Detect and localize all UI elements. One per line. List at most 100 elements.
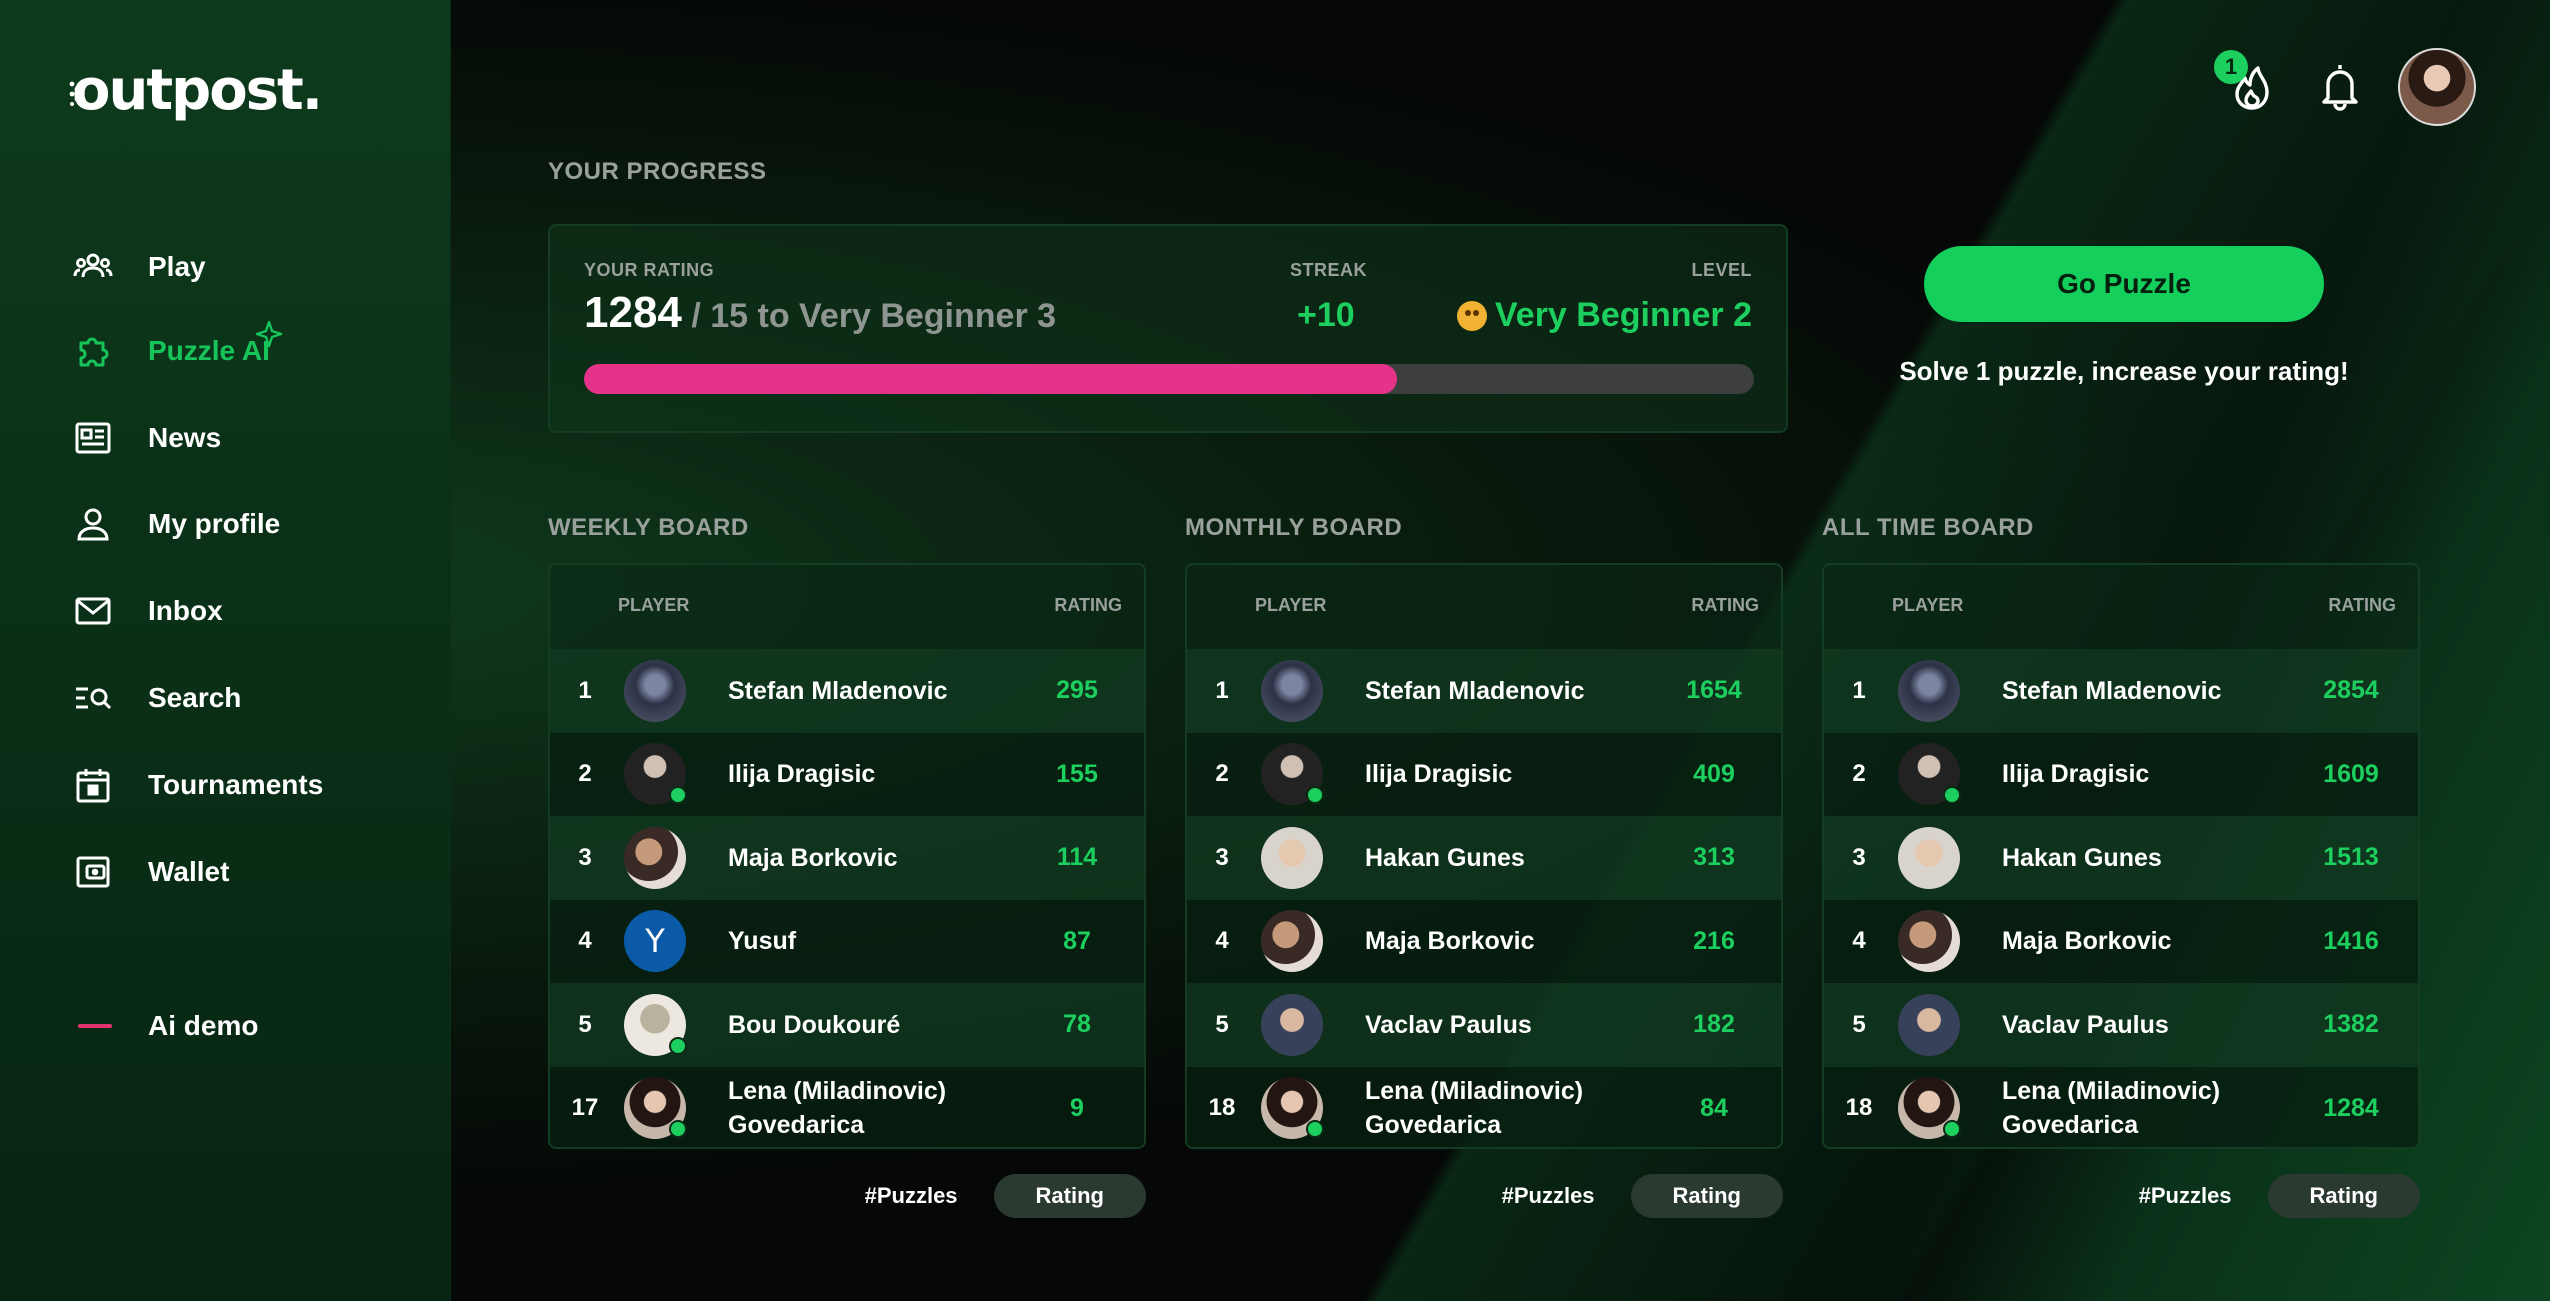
player-name[interactable]: Stefan Mladenovic (1365, 676, 1585, 705)
player-avatar[interactable] (1898, 743, 1961, 806)
player-name[interactable]: Vaclav Paulus (2002, 1010, 2169, 1039)
player-avatar[interactable] (624, 659, 686, 722)
player-avatar[interactable] (624, 1077, 687, 1140)
tab-rating[interactable]: Rating (1630, 1174, 1783, 1218)
rank-number: 4 (1852, 927, 1866, 955)
player-avatar[interactable] (1898, 826, 1960, 889)
table-row[interactable]: 5 Vaclav Paulus 182 (1187, 983, 1781, 1067)
player-avatar[interactable] (1898, 993, 1960, 1056)
player-name[interactable]: Vaclav Paulus (1365, 1010, 1532, 1039)
sidebar-item-play[interactable]: Play (72, 237, 206, 297)
table-row[interactable]: 2 Ilija Dragisic 155 (550, 732, 1144, 816)
board-title: ALL TIME BOARD (1822, 514, 2034, 541)
table-row[interactable]: 1 Stefan Mladenovic 295 (550, 649, 1144, 733)
player-avatar[interactable] (1898, 659, 1960, 722)
player-rating: 84 (1700, 1093, 1728, 1122)
sidebar-item-ai-demo[interactable]: Ai demo (72, 996, 258, 1056)
player-avatar[interactable] (1261, 743, 1324, 806)
player-rating: 1284 (2323, 1093, 2379, 1122)
table-row[interactable]: 18 Lena (Miladinovic) Govedarica 84 (1187, 1066, 1781, 1147)
sidebar-item-label: Inbox (148, 595, 223, 626)
sidebar-item-inbox[interactable]: Inbox (72, 581, 223, 641)
tab-rating[interactable]: Rating (2267, 1174, 2420, 1218)
streak-count-badge: 1 (2214, 50, 2248, 84)
player-avatar[interactable] (624, 743, 687, 806)
player-avatar[interactable] (1261, 910, 1323, 973)
newspaper-icon (72, 417, 114, 459)
player-name[interactable]: Lena (Miladinovic) Govedarica (2002, 1077, 2221, 1140)
player-name[interactable]: Maja Borkovic (728, 843, 898, 872)
sidebar-item-label: Ai demo (148, 1010, 259, 1041)
player-avatar[interactable] (1261, 1077, 1324, 1140)
player-name[interactable]: Maja Borkovic (2002, 927, 2172, 956)
wallet-icon (72, 851, 114, 893)
table-header: PLAYER RATING (550, 565, 1144, 649)
sidebar-item-search[interactable]: Search (72, 668, 241, 728)
player-name[interactable]: Ilija Dragisic (1365, 760, 1513, 789)
table-row[interactable]: 1 Stefan Mladenovic 2854 (1824, 649, 2418, 733)
notifications-button[interactable] (2316, 60, 2364, 112)
sidebar: outpost. Play Puzzle AI (0, 0, 451, 1301)
table-row[interactable]: 4 Maja Borkovic 216 (1187, 899, 1781, 983)
player-name[interactable]: Maja Borkovic (1365, 927, 1535, 956)
player-name[interactable]: Stefan Mladenovic (2002, 676, 2222, 705)
player-name[interactable]: Hakan Gunes (2002, 843, 2162, 872)
player-column-header: PLAYER (1892, 595, 1964, 615)
player-avatar[interactable] (624, 993, 687, 1056)
player-rating: 155 (1056, 759, 1098, 788)
table-row[interactable]: 3 Hakan Gunes 1513 (1824, 816, 2418, 900)
sidebar-item-wallet[interactable]: Wallet (72, 842, 229, 902)
table-row[interactable]: 2 Ilija Dragisic 1609 (1824, 732, 2418, 816)
player-name[interactable]: Ilija Dragisic (728, 760, 876, 789)
tab-puzzles[interactable]: #Puzzles (1501, 1183, 1595, 1208)
rank-number: 1 (1852, 676, 1866, 704)
tab-puzzles[interactable]: #Puzzles (864, 1183, 958, 1208)
player-name[interactable]: Hakan Gunes (1365, 843, 1525, 872)
tab-puzzles[interactable]: #Puzzles (2138, 1183, 2232, 1208)
sidebar-item-news[interactable]: News (72, 408, 221, 468)
logo[interactable]: outpost. (69, 58, 323, 123)
table-row[interactable]: 3 Maja Borkovic 114 (550, 816, 1144, 900)
player-rating: 1416 (2323, 926, 2379, 955)
go-puzzle-button[interactable]: Go Puzzle (1924, 246, 2324, 322)
table-row[interactable]: 1 Stefan Mladenovic 1654 (1187, 649, 1781, 733)
sidebar-item-label: Puzzle AI (148, 335, 270, 366)
streak-label: STREAK (1290, 260, 1368, 280)
player-avatar[interactable] (1261, 826, 1323, 889)
rank-number: 18 (1208, 1094, 1236, 1122)
player-avatar[interactable] (1898, 910, 1960, 973)
player-name[interactable]: Ilija Dragisic (2002, 760, 2150, 789)
table-row[interactable]: 17 Lena (Miladinovic) Govedarica 9 (550, 1066, 1144, 1147)
player-name[interactable]: Bou Doukouré (728, 1010, 901, 1039)
player-name[interactable]: Yusuf (728, 927, 797, 956)
table-row[interactable]: 4 Maja Borkovic 1416 (1824, 899, 2418, 983)
player-name[interactable]: Lena (Miladinovic) Govedarica (728, 1077, 947, 1140)
sidebar-item-puzzle-ai[interactable]: Puzzle AI (72, 320, 283, 381)
player-rating: 1513 (2323, 843, 2379, 872)
table-row[interactable]: 18 Lena (Miladinovic) Govedarica 1284 (1824, 1066, 2418, 1147)
player-rating: 2854 (2323, 676, 2379, 705)
player-rating: 313 (1693, 843, 1735, 872)
tab-rating[interactable]: Rating (993, 1174, 1146, 1218)
table-row[interactable]: 4 Y Yusuf 87 (550, 899, 1144, 983)
table-row[interactable]: 3 Hakan Gunes 313 (1187, 816, 1781, 900)
table-row[interactable]: 5 Vaclav Paulus 1382 (1824, 983, 2418, 1067)
avatar[interactable] (2398, 48, 2476, 126)
go-puzzle-hint: Solve 1 puzzle, increase your rating! (1899, 356, 2349, 386)
board-sort-tabs: #Puzzles Rating (2139, 1174, 2420, 1218)
table-row[interactable]: 5 Bou Doukouré 78 (550, 983, 1144, 1067)
player-avatar[interactable] (1898, 1077, 1961, 1140)
sidebar-item-my-profile[interactable]: My profile (72, 494, 280, 554)
leaderboard-table: PLAYER RATING 1 Stefan Mladenovic 295 2 Ilija … (548, 563, 1146, 1149)
player-avatar[interactable]: Y (624, 910, 686, 973)
rank-number: 4 (1215, 927, 1229, 955)
player-name[interactable]: Lena (Miladinovic) Govedarica (1365, 1077, 1584, 1140)
sidebar-item-label: News (148, 422, 222, 453)
streak-button[interactable] (2228, 60, 2276, 112)
sidebar-item-tournaments[interactable]: Tournaments (72, 755, 323, 815)
player-avatar[interactable] (1261, 659, 1323, 722)
player-avatar[interactable] (624, 826, 686, 889)
table-row[interactable]: 2 Ilija Dragisic 409 (1187, 732, 1781, 816)
player-name[interactable]: Stefan Mladenovic (728, 676, 948, 705)
player-avatar[interactable] (1261, 993, 1323, 1056)
